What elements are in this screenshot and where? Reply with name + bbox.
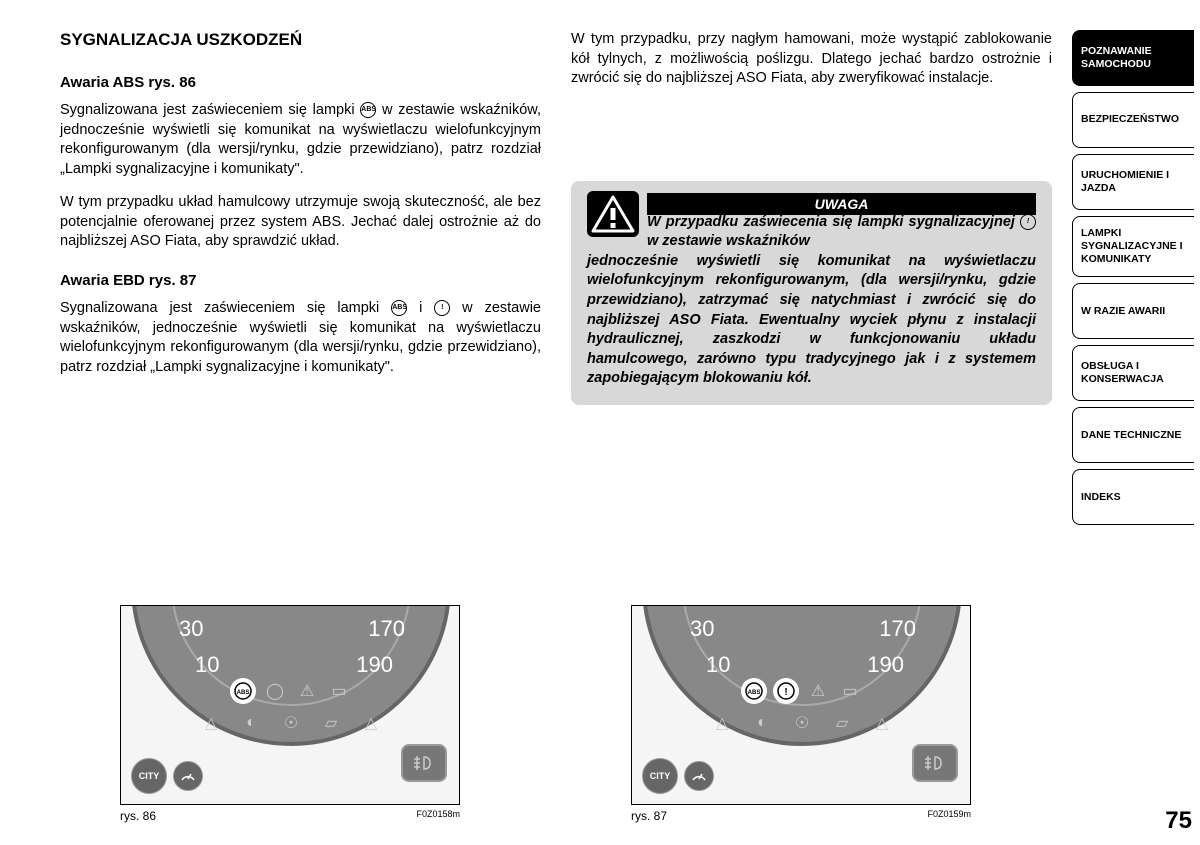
chassis-icon: ▭: [326, 678, 352, 704]
ebd-title: Awaria EBD rys. 87: [60, 272, 541, 289]
brake-indicator: ◯: [262, 678, 288, 704]
dashboard-fig-87: 10 30 170 190 ABS ! ⚠ ▭ △ ◐: [631, 605, 971, 805]
steering-icon: ☉: [789, 710, 815, 736]
abs-indicator: ABS: [230, 678, 256, 704]
abs-paragraph-2: W tym przypadku układ hamulcowy utrzymuj…: [60, 193, 541, 252]
gauge-num: 170: [879, 616, 916, 642]
gauge-num: 190: [867, 652, 904, 678]
abs-title: Awaria ABS rys. 86: [60, 74, 541, 91]
gauge-num: 30: [690, 616, 714, 642]
brake-indicator: !: [773, 678, 799, 704]
svg-text:ABS: ABS: [748, 690, 761, 696]
chassis-icon: ▭: [837, 678, 863, 704]
warning-text: W przypadku zaświecenia się lampki sygna…: [587, 213, 1036, 389]
abs-paragraph-1: Sygnalizowana jest zaświeceniem się lamp…: [60, 101, 541, 179]
parking-icon: ⚠: [805, 678, 831, 704]
tab-poznawanie[interactable]: POZNAWANIE SAMOCHODU: [1072, 30, 1194, 86]
warning-triangle-icon: [587, 191, 639, 237]
warning-text-start: W przypadku zaświecenia się lampki sygna…: [647, 213, 1036, 252]
figure-code: F0Z0159m: [927, 809, 971, 823]
abs-icon: ABS: [391, 300, 407, 316]
content-area: SYGNALIZACJA USZKODZEŃ Awaria ABS rys. 8…: [0, 0, 1072, 845]
ebd-paragraph-1: Sygnalizowana jest zaświeceniem się lamp…: [60, 299, 541, 377]
right-paragraph: W tym przypadku, przy nagłym hamowani, m…: [571, 30, 1052, 89]
figure-label: rys. 86: [120, 809, 156, 823]
triangle-icon: △: [198, 710, 224, 736]
right-column: W tym przypadku, przy nagłym hamowani, m…: [571, 30, 1052, 845]
tab-indeks[interactable]: INDEKS: [1072, 469, 1194, 525]
text: w zestawie wskaźników: [647, 233, 810, 249]
speedometer: 10 30 170 190 ABS ! ⚠ ▭ △ ◐: [642, 605, 962, 746]
seat-icon: ◐: [749, 710, 775, 736]
city-button: CITY: [642, 758, 678, 794]
triangle-icon: △: [869, 710, 895, 736]
indicator-row-2: △ ◐ ☉ ▱ △: [646, 710, 958, 736]
parking-icon: ⚠: [294, 678, 320, 704]
brake-icon: !: [1020, 214, 1036, 230]
left-column: SYGNALIZACJA USZKODZEŃ Awaria ABS rys. 8…: [60, 30, 541, 845]
tab-awaria[interactable]: W RAZIE AWARII: [1072, 283, 1194, 339]
gauge-button: [173, 761, 203, 791]
indicator-row: ABS ! ⚠ ▭: [668, 678, 936, 704]
button-cluster: CITY: [642, 758, 714, 794]
main-heading: SYGNALIZACJA USZKODZEŃ: [60, 30, 541, 50]
sidebar-nav: POZNAWANIE SAMOCHODU BEZPIECZEŃSTWO URUC…: [1072, 0, 1200, 845]
fog-light-icon: [401, 744, 447, 782]
city-button: CITY: [131, 758, 167, 794]
tab-uruchomienie[interactable]: URUCHOMIENIE I JAZDA: [1072, 154, 1194, 210]
abs-icon: ABS: [360, 102, 376, 118]
tab-lampki[interactable]: LAMPKI SYGNALIZACYJNE I KOMUNIKATY: [1072, 216, 1194, 277]
fog-light-icon: [912, 744, 958, 782]
steering-icon: ☉: [278, 710, 304, 736]
caption-row: rys. 86 F0Z0158m: [120, 809, 460, 823]
indicator-row-2: △ ◐ ☉ ▱ △: [135, 710, 447, 736]
text: Sygnalizowana jest zaświeceniem się lamp…: [60, 102, 360, 118]
tab-bezpieczenstwo[interactable]: BEZPIECZEŃSTWO: [1072, 92, 1194, 148]
text: i: [407, 300, 434, 316]
figure-label: rys. 87: [631, 809, 667, 823]
svg-text:ABS: ABS: [237, 690, 250, 696]
figure-86: 10 30 170 190 ABS ◯ ⚠ ▭ △ ◐: [60, 605, 541, 845]
triangle-icon: △: [358, 710, 384, 736]
warning-box: UWAGA W przypadku zaświecenia się lampki…: [571, 181, 1052, 405]
page-number: 75: [1165, 807, 1192, 835]
indicator-row: ABS ◯ ⚠ ▭: [157, 678, 425, 704]
door-icon: ▱: [829, 710, 855, 736]
gauge-num: 30: [179, 616, 203, 642]
speedometer: 10 30 170 190 ABS ◯ ⚠ ▭ △ ◐: [131, 605, 451, 746]
gauge-button: [684, 761, 714, 791]
button-cluster: CITY: [131, 758, 203, 794]
text: jednocześnie wyświetli się komunikat na …: [587, 253, 1036, 386]
door-icon: ▱: [318, 710, 344, 736]
abs-indicator: ABS: [741, 678, 767, 704]
dashboard-fig-86: 10 30 170 190 ABS ◯ ⚠ ▭ △ ◐: [120, 605, 460, 805]
tab-obsluga[interactable]: OBSŁUGA I KONSERWACJA: [1072, 345, 1194, 401]
brake-icon: !: [434, 300, 450, 316]
warning-title: UWAGA: [647, 193, 1036, 215]
gauge-num: 170: [368, 616, 405, 642]
svg-text:!: !: [784, 687, 787, 698]
figure-87: 10 30 170 190 ABS ! ⚠ ▭ △ ◐: [571, 605, 1052, 845]
figure-code: F0Z0158m: [416, 809, 460, 823]
triangle-icon: △: [709, 710, 735, 736]
text: W przypadku zaświecenia się lampki sygna…: [647, 214, 1020, 230]
page: SYGNALIZACJA USZKODZEŃ Awaria ABS rys. 8…: [0, 0, 1200, 845]
gauge-num: 10: [195, 652, 219, 678]
text: Sygnalizowana jest zaświeceniem się lamp…: [60, 300, 391, 316]
gauge-num: 190: [356, 652, 393, 678]
tab-dane[interactable]: DANE TECHNICZNE: [1072, 407, 1194, 463]
gauge-num: 10: [706, 652, 730, 678]
seat-icon: ◐: [238, 710, 264, 736]
caption-row: rys. 87 F0Z0159m: [631, 809, 971, 823]
